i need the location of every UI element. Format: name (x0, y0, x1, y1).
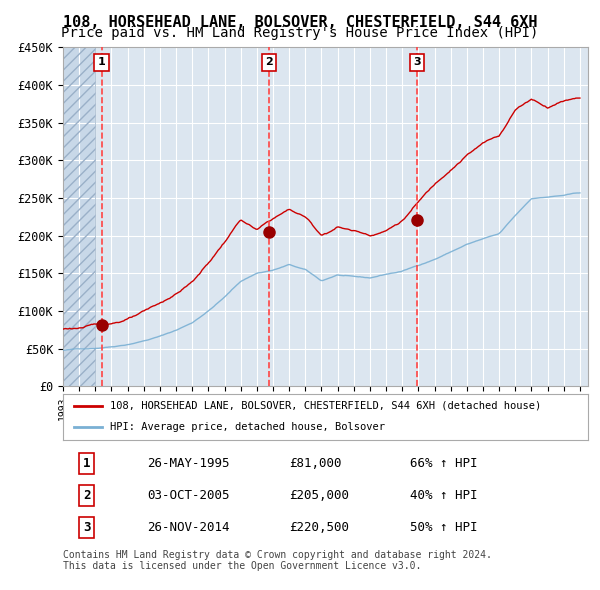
Text: HPI: Average price, detached house, Bolsover: HPI: Average price, detached house, Bols… (110, 422, 385, 432)
Text: 1: 1 (98, 57, 106, 67)
Text: £220,500: £220,500 (289, 521, 349, 534)
Text: 03-OCT-2005: 03-OCT-2005 (147, 489, 229, 502)
Text: 26-NOV-2014: 26-NOV-2014 (147, 521, 229, 534)
Text: 50% ↑ HPI: 50% ↑ HPI (409, 521, 477, 534)
Text: 40% ↑ HPI: 40% ↑ HPI (409, 489, 477, 502)
Text: 1: 1 (83, 457, 91, 470)
Text: £81,000: £81,000 (289, 457, 341, 470)
Text: 3: 3 (83, 521, 91, 534)
Text: 108, HORSEHEAD LANE, BOLSOVER, CHESTERFIELD, S44 6XH (detached house): 108, HORSEHEAD LANE, BOLSOVER, CHESTERFI… (110, 401, 542, 411)
Text: Price paid vs. HM Land Registry's House Price Index (HPI): Price paid vs. HM Land Registry's House … (61, 26, 539, 40)
Text: Contains HM Land Registry data © Crown copyright and database right 2024.
This d: Contains HM Land Registry data © Crown c… (63, 550, 492, 572)
Text: 108, HORSEHEAD LANE, BOLSOVER, CHESTERFIELD, S44 6XH: 108, HORSEHEAD LANE, BOLSOVER, CHESTERFI… (63, 15, 537, 30)
Text: 2: 2 (83, 489, 91, 502)
Text: 26-MAY-1995: 26-MAY-1995 (147, 457, 229, 470)
Text: 66% ↑ HPI: 66% ↑ HPI (409, 457, 477, 470)
Text: 2: 2 (265, 57, 273, 67)
Text: £205,000: £205,000 (289, 489, 349, 502)
Text: 3: 3 (413, 57, 421, 67)
